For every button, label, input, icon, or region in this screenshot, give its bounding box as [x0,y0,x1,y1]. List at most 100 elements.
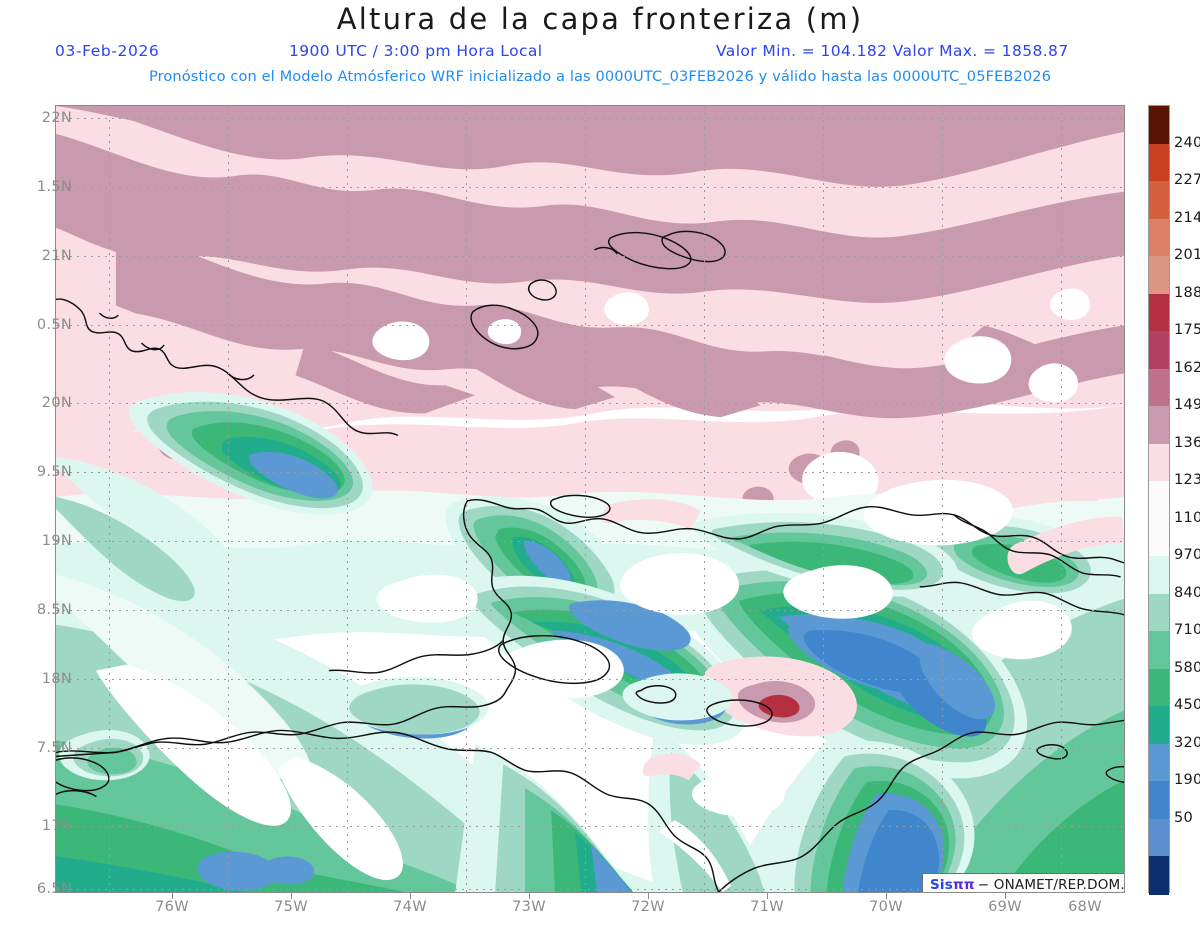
gridline-y [56,256,1124,257]
gridline-y [56,118,1124,119]
x-tick-label: 71W [750,899,784,915]
colorbar-tick-label: 320 [1174,734,1200,751]
sistt-logo-text: Sis [930,876,953,893]
gridline-x [347,106,348,892]
colorbar [1148,105,1170,895]
colorbar-tick-label: 50 [1174,809,1194,826]
gridline-y [56,610,1124,611]
x-tick-label: 73W [512,899,546,915]
y-tick-label: 19N [41,533,72,549]
gridline-y [56,541,1124,542]
x-tick-mark [886,893,887,899]
colorbar-tick-label: 2400 [1174,134,1200,151]
page-title: Altura de la capa fronteriza (m) [336,2,864,36]
x-tick-mark [767,893,768,899]
gridline-y [56,472,1124,473]
sistt-logo-pi: ππ [953,876,975,893]
gridline-x [228,106,229,892]
colorbar-segment [1149,481,1169,520]
colorbar-segment [1149,293,1169,332]
value-range-text: Valor Min. = 104.182 Valor Max. = 1858.8… [716,42,1069,60]
colorbar-segment [1149,781,1169,820]
colorbar-segment [1149,256,1169,295]
header-info-line: 03-Feb-2026 1900 UTC / 3:00 pm Hora Loca… [0,42,1200,62]
y-tick-label: 9.5N [36,464,72,480]
x-tick-label: 68W [1068,899,1102,915]
x-tick-label: 74W [393,899,427,915]
colorbar-segment [1149,856,1169,895]
gridline-y [56,679,1124,680]
colorbar-segment [1149,443,1169,482]
x-tick-mark [291,893,292,899]
x-tick-mark [410,893,411,899]
y-tick-label: 7.5N [36,740,72,756]
colorbar-tick-label: 840 [1174,584,1200,601]
colorbar-segment [1149,406,1169,445]
credit-badge: Sis ππ − ONAMET/REP.DOM. [922,873,1125,893]
colorbar-segment [1149,143,1169,182]
x-tick-label: 70W [869,899,903,915]
colorbar-segment [1149,518,1169,557]
x-tick-mark [172,893,173,899]
colorbar-tick-label: 190 [1174,772,1200,789]
colorbar-segment [1149,743,1169,782]
colorbar-segment [1149,181,1169,220]
y-tick-label: 17N [41,818,72,834]
gridline-y [56,325,1124,326]
gridline-x [942,106,943,892]
colorbar-segment [1149,106,1169,145]
y-tick-label: 21N [41,248,72,264]
x-tick-mark [529,893,530,899]
colorbar-tick-label: 450 [1174,697,1200,714]
colorbar-tick-label: 2270 [1174,172,1200,189]
forecast-date: 03-Feb-2026 [55,42,160,60]
forecast-time: 1900 UTC / 3:00 pm Hora Local [289,42,543,60]
y-tick-label: 1.5N [36,179,72,195]
colorbar-tick-label: 1750 [1174,322,1200,339]
colorbar-tick-label: 1100 [1174,509,1200,526]
gridline-y [56,748,1124,749]
x-tick-label: 72W [631,899,665,915]
x-tick-label: 76W [155,899,189,915]
y-tick-label: 8.5N [36,602,72,618]
x-tick-label: 69W [988,899,1022,915]
gridline-y [56,826,1124,827]
gridline-x [466,106,467,892]
colorbar-tick-label: 2010 [1174,247,1200,264]
colorbar-tick-label: 1490 [1174,397,1200,414]
map-plot-area: Sis ππ − ONAMET/REP.DOM. [55,105,1125,893]
colorbar-segment [1149,818,1169,858]
colorbar-tick-label: 1360 [1174,434,1200,451]
y-tick-label: 0.5N [36,317,72,333]
y-tick-label: 22N [41,110,72,126]
y-tick-label: 20N [41,395,72,411]
y-tick-label: 6.5N [36,881,72,897]
colorbar-segment [1149,556,1169,595]
gridline-y [56,889,1124,890]
gridline-y [56,403,1124,404]
colorbar-tick-label: 2140 [1174,209,1200,226]
gridline-x [1061,106,1062,892]
model-note: Pronóstico con el Modelo Atmósferico WRF… [148,68,1052,85]
boundary-layer-height-field [56,106,1124,892]
credit-agency-text: − ONAMET/REP.DOM. [977,876,1125,893]
y-tick-label: 18N [41,671,72,687]
gridline-x [704,106,705,892]
colorbar-segment [1149,668,1169,707]
colorbar-tick-label: 1880 [1174,284,1200,301]
gridline-x [109,106,110,892]
x-tick-mark [648,893,649,899]
colorbar-tick-label: 710 [1174,622,1200,639]
colorbar-tick-label: 1620 [1174,359,1200,376]
gridline-x [823,106,824,892]
colorbar-segment [1149,331,1169,370]
colorbar-tick-label: 580 [1174,659,1200,676]
x-tick-mark [1005,893,1006,899]
colorbar-segment [1149,631,1169,670]
colorbar-segment [1149,593,1169,632]
colorbar-segment [1149,368,1169,407]
gridline-y [56,187,1124,188]
colorbar-tick-label: 970 [1174,547,1200,564]
gridline-x [585,106,586,892]
colorbar-segment [1149,706,1169,745]
